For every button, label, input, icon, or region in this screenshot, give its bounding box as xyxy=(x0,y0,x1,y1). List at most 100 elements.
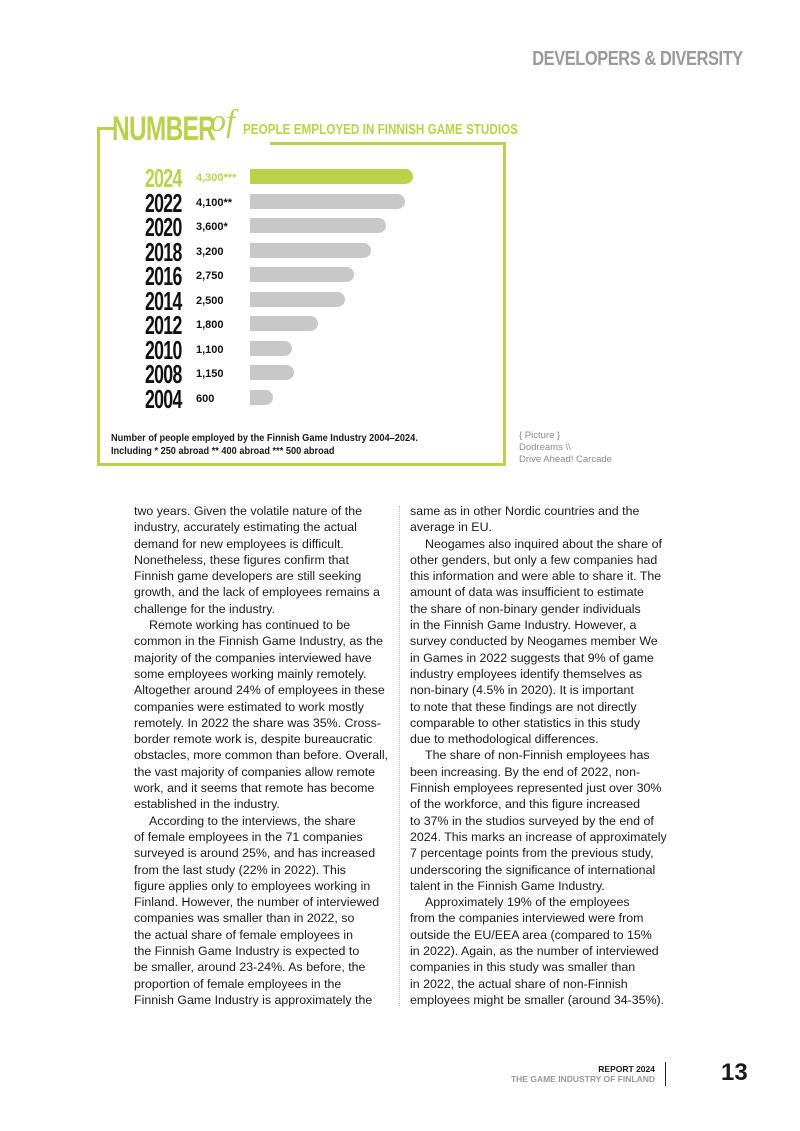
frame-tick xyxy=(97,127,115,130)
text-line: Finnish game developers are still seekin… xyxy=(134,569,362,584)
text-line: Finland. However, the number of intervie… xyxy=(134,895,380,910)
value-label: 3,600* xyxy=(196,221,228,233)
caption-line: Number of people employed by the Finnish… xyxy=(111,433,418,444)
text-line: from the companies interviewed were from xyxy=(410,911,644,926)
text-line: this information and were able to share … xyxy=(410,569,662,584)
footer-publication: THE GAME INDUSTRY OF FINLAND xyxy=(510,1074,655,1084)
text-line: from the last study (22% in 2022). This xyxy=(134,862,346,877)
text-line: employees might be smaller (around 34-35… xyxy=(410,992,665,1007)
page-number: 13 xyxy=(721,1059,748,1086)
footer-report-title: REPORT 2024 xyxy=(598,1064,655,1074)
text-line: Nonetheless, these figures confirm that xyxy=(134,552,349,567)
bar xyxy=(250,365,294,380)
text-line: surveyed is around 25%, and has increase… xyxy=(134,846,376,861)
footer-report: REPORT 2024 THE GAME INDUSTRY OF FINLAND xyxy=(511,1064,655,1084)
value-label: 2,500 xyxy=(196,294,224,307)
credit-line: Dodreams \\ xyxy=(519,442,571,453)
year-label: 2024 xyxy=(145,163,182,193)
bar xyxy=(250,218,387,233)
bar xyxy=(250,340,292,356)
value-label: 1,150 xyxy=(196,368,224,380)
text-line: the share of non-binary gender individua… xyxy=(410,601,641,616)
text-line: companies in this study was smaller than xyxy=(410,960,636,975)
text-line: industry employees identify themselves a… xyxy=(410,666,643,681)
text-line: The share of non-Finnish employees has xyxy=(425,748,650,763)
text-line: in Games in 2022 suggests that 9% of gam… xyxy=(410,650,654,665)
footer-divider xyxy=(665,1062,666,1086)
bar xyxy=(250,389,273,405)
text-line: two years. Given the volatile nature of … xyxy=(134,504,362,518)
chart-caption: Number of people employed by the Finnish… xyxy=(111,432,418,458)
text-line: proportion of female employees in the xyxy=(134,976,342,991)
chart-title-number: NUMBER xyxy=(112,110,216,148)
text-line: Finnish employees represented just over … xyxy=(410,781,662,796)
year-label: 2004 xyxy=(145,383,182,414)
text-line: of the workforce, and this figure increa… xyxy=(410,797,641,812)
text-line: common in the Finnish Game Industry, as … xyxy=(134,634,384,649)
credit-line: { Picture } xyxy=(519,430,561,441)
year-label: 2014 xyxy=(145,285,182,316)
text-line: the actual share of female employees in xyxy=(134,927,354,942)
text-line: According to the interviews, the share xyxy=(149,813,356,828)
text-line: established in the industry. xyxy=(134,797,280,812)
text-line: in 2022). Again, as the number of interv… xyxy=(410,944,659,959)
value-label: 4,100** xyxy=(196,196,233,209)
text-line: due to methodological differences. xyxy=(410,732,599,747)
text-line: Altogether around 24% of employees in th… xyxy=(134,683,385,698)
text-line: survey conducted by Neogames member We xyxy=(410,634,658,649)
frame-border xyxy=(97,142,506,466)
picture-credit: { Picture } Dodreams \\ Drive Ahead! Car… xyxy=(519,430,612,466)
year-label: 2010 xyxy=(145,334,182,365)
bar xyxy=(250,242,372,258)
text-line: been increasing. By the end of 2022, non… xyxy=(410,764,641,779)
text-line: to 37% in the studios surveyed by the en… xyxy=(410,813,654,828)
text-line: same as in other Nordic countries and th… xyxy=(410,504,640,518)
text-line: challenge for the industry. xyxy=(134,601,275,616)
text-line: Remote working has continued to be xyxy=(149,618,351,633)
text-line: non-binary (4.5% in 2020). It is importa… xyxy=(410,683,634,698)
frame-left-border xyxy=(97,127,100,466)
text-line: in the Finnish Game Industry. However, a xyxy=(410,618,637,633)
text-line: to note that these findings are not dire… xyxy=(410,699,637,714)
bar xyxy=(250,267,355,282)
text-line: in 2022, the actual share of non-Finnish xyxy=(410,976,628,991)
text-line: Finnish Game Industry is approximately t… xyxy=(134,992,373,1007)
text-line: obstacles, more common than before. Over… xyxy=(134,748,389,763)
text-line: outside the EU/EEA area (compared to 15% xyxy=(410,927,652,942)
text-line: border remote work is, despite bureaucra… xyxy=(134,732,373,747)
bar xyxy=(250,291,345,307)
text-line: of female employees in the 71 companies xyxy=(134,829,363,844)
year-label: 2022 xyxy=(145,187,182,218)
text-line: amount of data was insufficient to estim… xyxy=(410,585,644,600)
text-line: underscoring the significance of interna… xyxy=(410,862,656,877)
text-column-right: same as in other Nordic countries and th… xyxy=(410,503,672,1008)
text-line: some employees working mainly remotely. xyxy=(134,666,367,681)
year-label: 2012 xyxy=(145,310,182,340)
text-line: the vast majority of companies allow rem… xyxy=(134,764,376,779)
text-line: comparable to other statistics in this s… xyxy=(410,715,641,730)
text-line: talent in the Finnish Game Industry. xyxy=(410,878,605,893)
text-line: demand for new employees is difficult. xyxy=(134,536,344,551)
text-line: companies were estimated to work mostly xyxy=(134,699,365,714)
bar xyxy=(250,169,413,184)
value-label: 1,100 xyxy=(196,343,224,356)
year-label: 2018 xyxy=(145,236,182,267)
text-line: be smaller, around 23-24%. As before, th… xyxy=(134,960,366,975)
text-line: other genders, but only a few companies … xyxy=(410,552,658,567)
caption-line: Including * 250 abroad ** 400 abroad ***… xyxy=(111,446,335,457)
text-line: remotely. In 2022 the share was 35%. Cro… xyxy=(134,715,382,730)
credit-line: Drive Ahead! Carcade xyxy=(519,454,612,465)
chart-title-of: of xyxy=(210,102,235,138)
text-line: average in EU. xyxy=(410,520,492,535)
section-title: DEVELOPERS & DIVERSITY xyxy=(532,48,743,70)
bar xyxy=(250,316,319,331)
bar xyxy=(250,193,406,209)
year-label: 2020 xyxy=(145,212,182,242)
text-line: industry, accurately estimating the actu… xyxy=(134,520,357,535)
column-divider xyxy=(399,506,400,1006)
text-line: companies was smaller than in 2022, so xyxy=(134,911,355,926)
value-label: 3,200 xyxy=(196,245,224,258)
text-line: Approximately 19% of the employees xyxy=(425,895,630,910)
chart-title-subtitle: PEOPLE EMPLOYED IN FINNISH GAME STUDIOS xyxy=(243,121,518,138)
